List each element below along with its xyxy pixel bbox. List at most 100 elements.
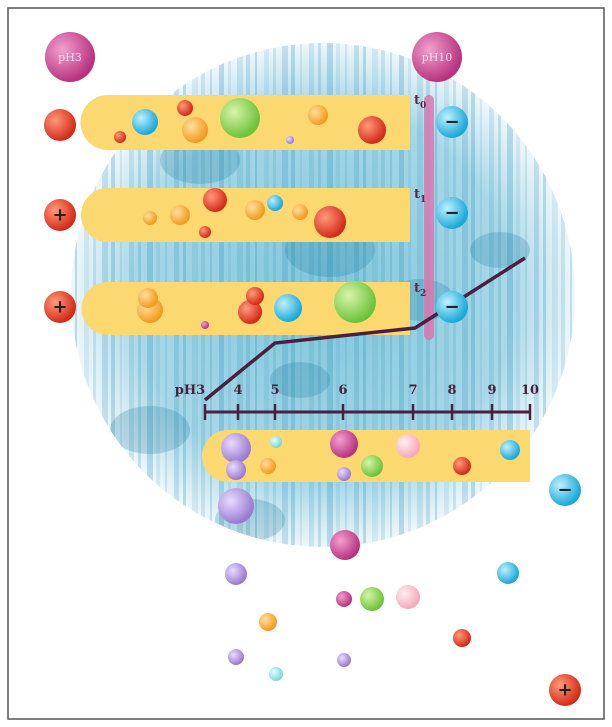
spot bbox=[497, 562, 519, 584]
spot bbox=[170, 205, 190, 225]
stripe bbox=[534, 43, 539, 547]
spot bbox=[361, 455, 383, 477]
spot bbox=[330, 430, 358, 458]
electrode bbox=[549, 674, 581, 706]
stripe bbox=[75, 43, 77, 547]
spot bbox=[330, 530, 360, 560]
electrode-sign: − bbox=[444, 203, 459, 224]
stain bbox=[270, 362, 330, 398]
spot bbox=[396, 585, 420, 609]
electrode bbox=[549, 474, 581, 506]
spot bbox=[226, 460, 246, 480]
spot bbox=[138, 288, 158, 308]
electrode-sign: − bbox=[557, 480, 572, 501]
gradient-bar bbox=[424, 95, 434, 340]
electrode bbox=[44, 199, 76, 231]
strip bbox=[81, 188, 410, 242]
spot bbox=[182, 117, 208, 143]
spot bbox=[334, 281, 376, 323]
axis-tick-label: 5 bbox=[270, 383, 279, 398]
spot bbox=[203, 188, 227, 212]
spot bbox=[132, 109, 158, 135]
spot bbox=[218, 488, 254, 524]
ph-high-marker bbox=[412, 32, 462, 82]
electrode bbox=[436, 291, 468, 323]
spot bbox=[358, 116, 386, 144]
spot bbox=[500, 440, 520, 460]
spot bbox=[199, 226, 211, 238]
spot bbox=[177, 100, 193, 116]
axis-tick-label: 4 bbox=[233, 383, 242, 398]
spot bbox=[228, 649, 244, 665]
axis-tick-label: 7 bbox=[408, 383, 417, 398]
axis-start-label: pH3 bbox=[175, 383, 205, 398]
spot bbox=[453, 457, 471, 475]
electrode bbox=[44, 291, 76, 323]
electrode-sign: − bbox=[444, 112, 459, 133]
time-label: t1 bbox=[414, 187, 426, 205]
axis-tick-label: 10 bbox=[521, 383, 539, 398]
time-label: t2 bbox=[414, 281, 426, 299]
ph-low-label: pH3 bbox=[58, 51, 82, 64]
stain bbox=[470, 232, 530, 268]
stain bbox=[110, 406, 190, 454]
electrode-sign: + bbox=[557, 680, 572, 701]
spot bbox=[267, 195, 283, 211]
spot bbox=[259, 613, 277, 631]
spot bbox=[453, 629, 471, 647]
stripe bbox=[489, 43, 494, 547]
spot bbox=[337, 467, 351, 481]
stripe bbox=[435, 43, 437, 547]
frame bbox=[7, 7, 605, 720]
spot bbox=[225, 563, 247, 585]
stripe bbox=[516, 43, 520, 547]
time-label: t0 bbox=[414, 93, 426, 111]
spot bbox=[286, 136, 294, 144]
stripe bbox=[561, 43, 565, 547]
strip bbox=[202, 430, 530, 482]
stripe bbox=[579, 40, 584, 550]
axis-tick-label: 6 bbox=[338, 383, 347, 398]
spot bbox=[245, 200, 265, 220]
stripe bbox=[498, 43, 501, 547]
spot bbox=[246, 287, 264, 305]
spot bbox=[269, 667, 283, 681]
stripe bbox=[471, 43, 475, 547]
ph-gradient-line bbox=[203, 256, 526, 402]
electrode-sign: − bbox=[444, 297, 459, 318]
spot bbox=[260, 458, 276, 474]
spot bbox=[337, 653, 351, 667]
electrode bbox=[436, 197, 468, 229]
ph-high-label: pH10 bbox=[422, 51, 453, 64]
spot bbox=[360, 587, 384, 611]
electrode-sign: + bbox=[52, 297, 67, 318]
spot bbox=[292, 204, 308, 220]
ph-low-marker bbox=[45, 32, 95, 82]
spot bbox=[114, 131, 126, 143]
stripe bbox=[507, 43, 513, 547]
electrode-sign: + bbox=[52, 205, 67, 226]
spot bbox=[238, 300, 262, 324]
stripe bbox=[570, 43, 572, 547]
spot bbox=[220, 98, 260, 138]
spot bbox=[308, 105, 328, 125]
spot bbox=[396, 434, 420, 458]
spot bbox=[270, 436, 282, 448]
spot bbox=[274, 294, 302, 322]
axis-tick-label: 8 bbox=[447, 383, 456, 398]
spot bbox=[314, 206, 346, 238]
ph-axis: pH3 4 5 6 7 8 9 10 bbox=[175, 383, 539, 420]
spot bbox=[221, 433, 251, 463]
stripe bbox=[480, 43, 482, 547]
electrode bbox=[44, 109, 76, 141]
spot bbox=[143, 211, 157, 225]
spot bbox=[336, 591, 352, 607]
electrodes: + + + − − − − bbox=[44, 106, 581, 706]
stripe bbox=[525, 43, 527, 547]
stripe bbox=[552, 43, 558, 547]
spot bbox=[201, 321, 209, 329]
axis-tick-label: 9 bbox=[487, 383, 496, 398]
protein-spots bbox=[114, 98, 520, 681]
stripe bbox=[543, 43, 546, 547]
